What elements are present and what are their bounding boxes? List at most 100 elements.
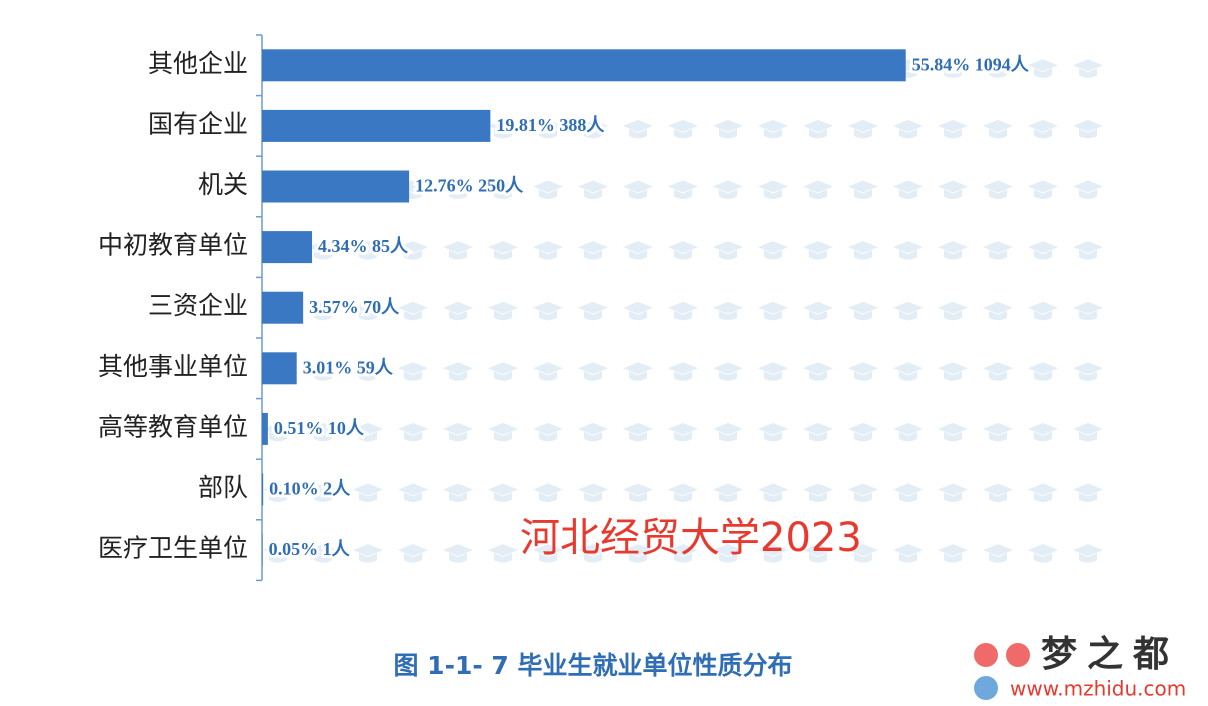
value-label: 55.84% 1094人 xyxy=(912,54,1030,74)
cap-icon xyxy=(1028,241,1058,260)
cap-icon xyxy=(848,180,878,199)
cap-icon xyxy=(893,544,923,563)
cap-icon xyxy=(713,362,743,381)
cap-icon xyxy=(623,119,653,139)
cap-icon xyxy=(488,362,518,381)
cap-icon xyxy=(848,362,878,381)
cap-icon xyxy=(848,301,878,321)
cap-icon xyxy=(713,422,743,442)
cap-icon xyxy=(398,544,428,563)
category-label: 医疗卫生单位 xyxy=(98,534,248,563)
cap-icon xyxy=(578,483,608,502)
cap-icon xyxy=(803,180,833,199)
cap-icon xyxy=(623,422,653,442)
cap-icon xyxy=(848,483,878,502)
cap-icon xyxy=(1073,301,1103,321)
cap-icon xyxy=(848,119,878,139)
cap-icon xyxy=(938,422,968,442)
cap-icon xyxy=(713,241,743,260)
value-label: 0.05% 1人 xyxy=(269,539,351,559)
cap-icon xyxy=(938,119,968,139)
cap-icon xyxy=(623,241,653,260)
cap-icon xyxy=(893,241,923,260)
cap-icon xyxy=(533,241,563,260)
value-label: 0.51% 10人 xyxy=(274,418,365,438)
cap-icon xyxy=(443,544,473,563)
cap-icon xyxy=(668,422,698,442)
cap-icon xyxy=(668,119,698,139)
cap-icon xyxy=(488,301,518,321)
category-label: 中初教育单位 xyxy=(98,231,248,260)
bar xyxy=(262,109,491,142)
cap-icon xyxy=(758,422,788,442)
cap-icon xyxy=(488,483,518,502)
cap-icon xyxy=(803,119,833,139)
cap-icon xyxy=(938,241,968,260)
cap-icon xyxy=(1028,180,1058,199)
cap-icon xyxy=(578,180,608,199)
cap-icon xyxy=(893,422,923,442)
cap-icon xyxy=(533,301,563,321)
cap-icon xyxy=(758,180,788,199)
cap-icon xyxy=(1073,422,1103,442)
cap-icon xyxy=(578,241,608,260)
cap-icon xyxy=(758,362,788,381)
value-label: 0.10% 2人 xyxy=(269,479,351,499)
bar xyxy=(262,534,263,567)
category-label: 高等教育单位 xyxy=(98,412,248,441)
cap-icon xyxy=(533,362,563,381)
cap-icon xyxy=(443,362,473,381)
cap-icon xyxy=(668,301,698,321)
watermark: 河北经贸大学2023 xyxy=(520,515,862,561)
cap-icon xyxy=(533,483,563,502)
cap-icon xyxy=(533,422,563,442)
cap-icon xyxy=(983,362,1013,381)
cap-icon xyxy=(623,180,653,199)
cap-icon xyxy=(803,241,833,260)
cap-icon xyxy=(488,544,518,563)
cap-icon xyxy=(1028,483,1058,502)
cap-icon xyxy=(578,301,608,321)
cap-icon xyxy=(398,422,428,442)
cap-icon xyxy=(983,119,1013,139)
cap-icon xyxy=(623,301,653,321)
cap-icon xyxy=(893,483,923,502)
cap-icon xyxy=(443,483,473,502)
cap-icon xyxy=(1028,544,1058,563)
category-label: 机关 xyxy=(198,170,248,199)
category-label: 部队 xyxy=(198,473,248,502)
cap-icon xyxy=(893,362,923,381)
cap-icon xyxy=(983,422,1013,442)
cap-icon xyxy=(668,362,698,381)
logo-text: 梦之都 xyxy=(1041,634,1179,675)
value-label: 4.34% 85人 xyxy=(318,236,409,256)
logo: 梦之都 www.mzhidu.com xyxy=(974,634,1186,701)
cap-icon xyxy=(488,241,518,260)
cap-icon xyxy=(848,422,878,442)
bar xyxy=(262,473,264,506)
cap-icon xyxy=(1028,59,1058,78)
cap-icon xyxy=(533,180,563,199)
cap-icon xyxy=(1073,119,1103,139)
cap-icon xyxy=(623,362,653,381)
category-label: 三资企业 xyxy=(148,291,248,320)
value-label: 12.76% 250人 xyxy=(415,176,524,196)
cap-icon xyxy=(398,301,428,321)
cap-icon xyxy=(758,483,788,502)
category-label: 其他事业单位 xyxy=(98,352,248,381)
value-label: 3.01% 59人 xyxy=(303,357,394,377)
cap-icon xyxy=(353,483,383,502)
cap-icon xyxy=(353,544,383,563)
cap-icon xyxy=(983,544,1013,563)
cap-icon xyxy=(488,422,518,442)
cap-icon xyxy=(938,301,968,321)
cap-icon xyxy=(443,241,473,260)
cap-icon xyxy=(758,119,788,139)
cap-icon xyxy=(983,301,1013,321)
bar xyxy=(262,231,313,264)
cap-icon xyxy=(803,483,833,502)
cap-icon xyxy=(668,241,698,260)
caption: 图 1-1- 7 毕业生就业单位性质分布 xyxy=(393,651,792,680)
cap-icon xyxy=(398,483,428,502)
cap-icon xyxy=(758,301,788,321)
